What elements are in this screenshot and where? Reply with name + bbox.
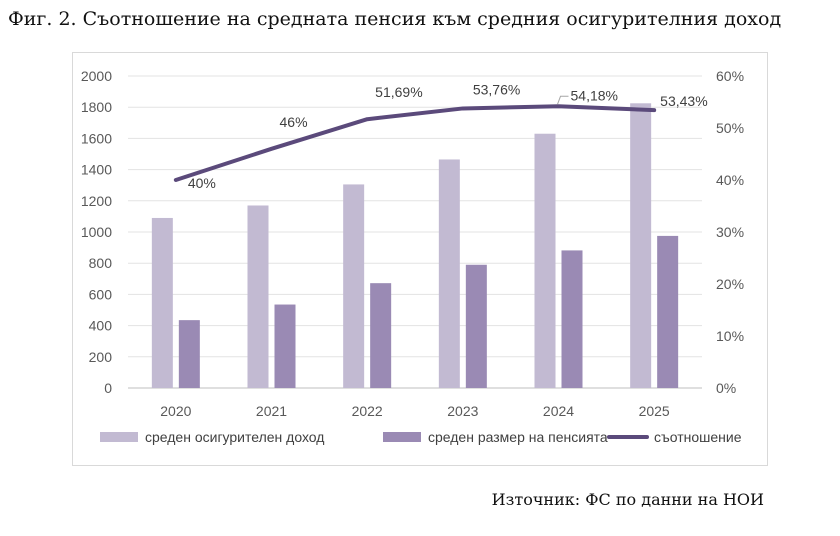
- legend-swatch: [383, 432, 421, 442]
- bar: [630, 103, 652, 389]
- legend-layer: среден осигурителен доход среден размер н…: [100, 429, 742, 445]
- label-leader-line: [557, 95, 569, 105]
- data-label: 53,43%: [660, 93, 707, 109]
- bar: [657, 235, 679, 388]
- y-left-tick-label: 1600: [81, 130, 112, 146]
- bar: [370, 283, 392, 388]
- bar: [343, 184, 365, 388]
- line-layer: [173, 104, 657, 182]
- bar: [465, 264, 487, 388]
- y-right-tick-label: 40%: [716, 172, 744, 188]
- legend-label: среден осигурителен доход: [145, 429, 324, 445]
- labels-layer: 40% 46% 51,69% 53,76% 54,18% 53,43%: [188, 81, 708, 191]
- bar: [151, 217, 173, 388]
- y-right-tick-label: 20%: [716, 276, 744, 292]
- y-left-tick-label: 2000: [81, 68, 112, 84]
- y-left-tick-label: 1800: [81, 99, 112, 115]
- y-right-tick-label: 50%: [716, 120, 744, 136]
- axes-layer: 0 200 400 600 800 1000 1200 1400 1600 1800 2000 0% 1…: [81, 68, 744, 419]
- bar: [178, 320, 200, 388]
- y-left-tick-label: 1400: [81, 162, 112, 178]
- x-tick-label: 2025: [639, 403, 670, 419]
- y-left-tick-label: 0: [104, 380, 112, 396]
- grid-layer: [128, 75, 702, 389]
- legend-swatch: [100, 432, 138, 442]
- ratio-line: [173, 104, 657, 182]
- y-right-tick-label: 0%: [716, 380, 736, 396]
- data-label: 51,69%: [375, 84, 422, 100]
- y-right-tick-label: 10%: [716, 328, 744, 344]
- y-left-tick-label: 1000: [81, 224, 112, 240]
- bar: [561, 250, 583, 388]
- y-left-tick-label: 600: [89, 286, 113, 302]
- data-label: 54,18%: [571, 87, 618, 103]
- bar: [247, 205, 269, 388]
- legend-label: съотношение: [654, 429, 742, 445]
- bar: [438, 159, 460, 388]
- data-label: 40%: [188, 175, 216, 191]
- y-left-tick-label: 1200: [81, 193, 112, 209]
- source-note: Източник: ФС по данни на НОИ: [491, 490, 764, 509]
- bar: [534, 133, 556, 388]
- bar: [274, 304, 296, 388]
- y-left-tick-label: 200: [89, 349, 113, 365]
- bars-layer: [151, 103, 679, 389]
- figure-title: Фиг. 2. Съотношение на средната пенсия к…: [8, 8, 782, 30]
- data-label: 46%: [280, 114, 308, 130]
- chart-frame: [72, 52, 768, 466]
- x-tick-label: 2020: [160, 403, 191, 419]
- y-right-tick-label: 60%: [716, 68, 744, 84]
- y-left-tick-label: 800: [89, 255, 113, 271]
- y-right-tick-label: 30%: [716, 224, 744, 240]
- x-tick-label: 2021: [256, 403, 287, 419]
- x-tick-label: 2022: [352, 403, 383, 419]
- x-tick-label: 2024: [543, 403, 574, 419]
- x-tick-label: 2023: [447, 403, 478, 419]
- data-label: 53,76%: [473, 81, 520, 97]
- legend-label: среден размер на пенсията: [428, 429, 608, 445]
- y-left-tick-label: 400: [89, 318, 113, 334]
